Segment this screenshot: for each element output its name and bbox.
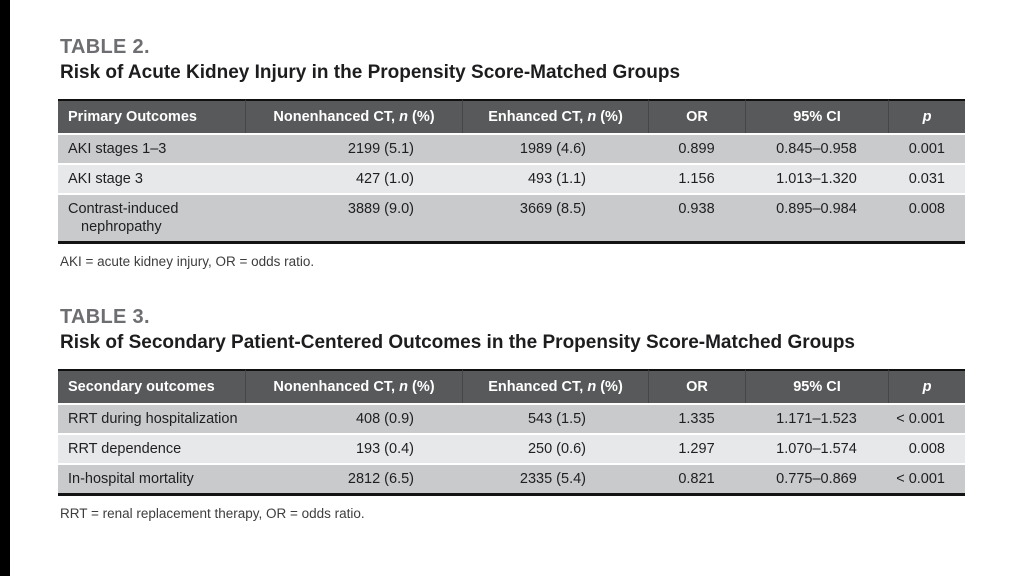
- cell-outcome: AKI stages 1–3: [58, 133, 245, 163]
- cell-nonenhanced: 2199 (5.1): [245, 133, 462, 163]
- cell-ci: 0.895–0.984: [745, 193, 888, 244]
- cell-ci: 1.171–1.523: [745, 403, 888, 433]
- column-header-secondary-outcomes: Secondary outcomes: [58, 369, 245, 403]
- column-header-enhanced-ct: Enhanced CT, n (%): [462, 369, 648, 403]
- cell-ci: 0.775–0.869: [745, 463, 888, 496]
- table3-section: TABLE 3. Risk of Secondary Patient-Cente…: [58, 306, 965, 521]
- cell-p: 0.001: [888, 133, 965, 163]
- cell-or: 0.899: [648, 133, 745, 163]
- cell-nonenhanced: 193 (0.4): [245, 433, 462, 463]
- cell-outcome: RRT dependence: [58, 433, 245, 463]
- column-header-nonenhanced-ct: Nonenhanced CT, n (%): [245, 99, 462, 133]
- column-header-p: p: [888, 99, 965, 133]
- cell-nonenhanced: 3889 (9.0): [245, 193, 462, 244]
- cell-enhanced: 2335 (5.4): [462, 463, 648, 496]
- table2-section: TABLE 2. Risk of Acute Kidney Injury in …: [58, 36, 965, 269]
- cell-or: 1.156: [648, 163, 745, 193]
- cell-enhanced: 1989 (4.6): [462, 133, 648, 163]
- cell-ci: 1.013–1.320: [745, 163, 888, 193]
- column-header-or: OR: [648, 99, 745, 133]
- cell-outcome: AKI stage 3: [58, 163, 245, 193]
- table2-header-row: Primary Outcomes Nonenhanced CT, n (%) E…: [58, 99, 965, 133]
- table-row: Contrast-induced nephropathy 3889 (9.0) …: [58, 193, 965, 244]
- cell-or: 0.938: [648, 193, 745, 244]
- column-header-primary-outcomes: Primary Outcomes: [58, 99, 245, 133]
- page-left-black-bar: [0, 0, 10, 576]
- cell-nonenhanced: 2812 (6.5): [245, 463, 462, 496]
- cell-or: 0.821: [648, 463, 745, 496]
- section-gap: [58, 269, 965, 306]
- table2: Primary Outcomes Nonenhanced CT, n (%) E…: [58, 99, 965, 244]
- cell-ci: 1.070–1.574: [745, 433, 888, 463]
- page-content: TABLE 2. Risk of Acute Kidney Injury in …: [58, 36, 965, 521]
- cell-nonenhanced: 408 (0.9): [245, 403, 462, 433]
- column-header-enhanced-ct: Enhanced CT, n (%): [462, 99, 648, 133]
- cell-enhanced: 493 (1.1): [462, 163, 648, 193]
- cell-p: < 0.001: [888, 403, 965, 433]
- table3-label: TABLE 3.: [60, 306, 150, 328]
- table-row: RRT during hospitalization 408 (0.9) 543…: [58, 403, 965, 433]
- column-header-95ci: 95% CI: [745, 369, 888, 403]
- column-header-p: p: [888, 369, 965, 403]
- cell-p: < 0.001: [888, 463, 965, 496]
- table2-label: TABLE 2.: [60, 36, 150, 58]
- cell-p: 0.008: [888, 433, 965, 463]
- table-row: RRT dependence 193 (0.4) 250 (0.6) 1.297…: [58, 433, 965, 463]
- table2-title: Risk of Acute Kidney Injury in the Prope…: [60, 62, 681, 83]
- table-row: AKI stages 1–3 2199 (5.1) 1989 (4.6) 0.8…: [58, 133, 965, 163]
- cell-or: 1.335: [648, 403, 745, 433]
- table-row: In-hospital mortality 2812 (6.5) 2335 (5…: [58, 463, 965, 496]
- table-row: AKI stage 3 427 (1.0) 493 (1.1) 1.156 1.…: [58, 163, 965, 193]
- column-header-95ci: 95% CI: [745, 99, 888, 133]
- column-header-or: OR: [648, 369, 745, 403]
- cell-outcome: In-hospital mortality: [58, 463, 245, 496]
- cell-outcome: Contrast-induced nephropathy: [58, 193, 245, 244]
- cell-p: 0.031: [888, 163, 965, 193]
- table3-title: Risk of Secondary Patient-Centered Outco…: [60, 332, 856, 353]
- cell-or: 1.297: [648, 433, 745, 463]
- cell-enhanced: 543 (1.5): [462, 403, 648, 433]
- table3: Secondary outcomes Nonenhanced CT, n (%)…: [58, 369, 965, 496]
- cell-enhanced: 3669 (8.5): [462, 193, 648, 244]
- cell-nonenhanced: 427 (1.0): [245, 163, 462, 193]
- cell-enhanced: 250 (0.6): [462, 433, 648, 463]
- cell-ci: 0.845–0.958: [745, 133, 888, 163]
- cell-p: 0.008: [888, 193, 965, 244]
- column-header-nonenhanced-ct: Nonenhanced CT, n (%): [245, 369, 462, 403]
- table3-footnote: RRT = renal replacement therapy, OR = od…: [60, 506, 365, 521]
- cell-outcome: RRT during hospitalization: [58, 403, 245, 433]
- table3-header-row: Secondary outcomes Nonenhanced CT, n (%)…: [58, 369, 965, 403]
- table2-footnote: AKI = acute kidney injury, OR = odds rat…: [60, 254, 315, 269]
